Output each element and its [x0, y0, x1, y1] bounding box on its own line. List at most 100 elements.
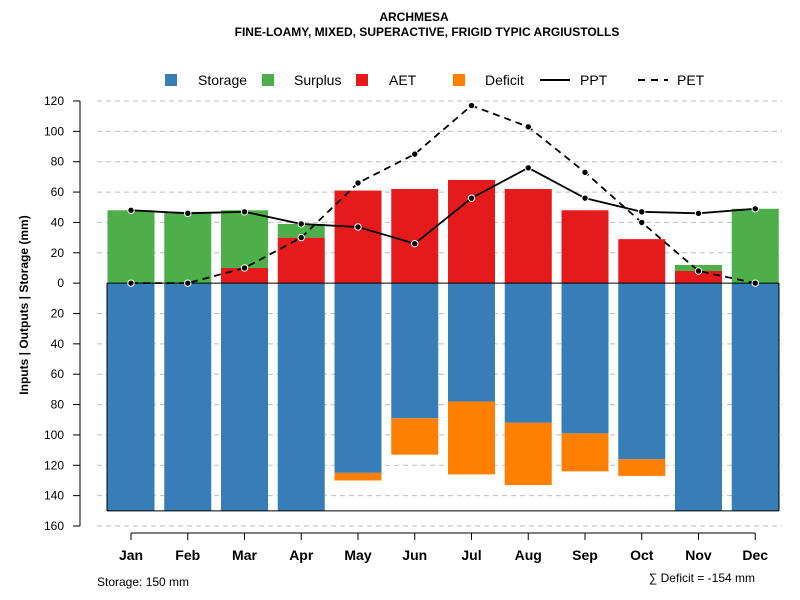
x-tick-label-apr: Apr	[289, 547, 314, 563]
surplus-bar-feb	[164, 211, 212, 284]
storage-bar-sep	[561, 283, 609, 434]
deficit-bar-jun	[391, 418, 439, 455]
storage-bar-may	[334, 283, 382, 473]
legend-label-deficit: Deficit	[485, 72, 524, 88]
deficit-bar-sep	[561, 433, 609, 472]
legend-swatch-aet	[356, 74, 368, 86]
ppt-point-jul	[467, 194, 476, 202]
storage-bar-jan	[107, 283, 155, 511]
legend-swatch-surplus	[262, 74, 274, 86]
y-tick-label: 100	[44, 124, 64, 138]
y-tick-label: 60	[51, 185, 65, 199]
ppt-point-jan	[127, 206, 135, 214]
deficit-bar-jul	[448, 401, 495, 475]
aet-bar-apr	[277, 237, 325, 284]
x-tick-label-may: May	[344, 547, 371, 563]
surplus-bar-jan	[107, 210, 155, 284]
aet-bar-sep	[561, 210, 609, 284]
x-tick-label-jan: Jan	[119, 547, 143, 563]
storage-bar-oct	[618, 283, 666, 460]
pet-point-jun	[411, 150, 419, 158]
chart-subtitle: FINE-LOAMY, MIXED, SUPERACTIVE, FRIGID T…	[235, 25, 620, 39]
x-tick-label-dec: Dec	[742, 547, 768, 563]
storage-bar-jun	[391, 283, 439, 419]
y-tick-label: 100	[44, 428, 64, 442]
y-tick-label: 140	[44, 489, 64, 503]
ppt-point-dec	[751, 205, 759, 213]
legend-item-deficit: Deficit	[453, 72, 524, 88]
x-tick-label-jun: Jun	[402, 547, 427, 563]
y-tick-label: 0	[57, 276, 64, 290]
storage-bar-jul	[448, 283, 495, 402]
ppt-point-mar	[240, 208, 249, 216]
y-axis-label: Inputs | Outputs | Storage (mm)	[17, 215, 31, 394]
pet-point-may	[354, 179, 362, 187]
pet-point-jul	[467, 101, 476, 110]
y-tick-label: 80	[51, 155, 65, 169]
pet-point-jan	[127, 279, 135, 287]
ppt-point-may	[354, 223, 362, 231]
legend-label-pet: PET	[677, 72, 705, 88]
ppt-point-apr	[297, 220, 305, 228]
pet-line	[131, 104, 756, 285]
deficit-bar-aug	[504, 422, 552, 486]
x-tick-label-jul: Jul	[461, 547, 481, 563]
ppt-point-oct	[638, 208, 646, 216]
aet-bar-may	[334, 190, 382, 284]
aet-bar-nov	[675, 271, 722, 284]
x-tick-label-feb: Feb	[175, 547, 200, 563]
legend-label-aet: AET	[389, 72, 417, 88]
legend: Storage Surplus AET Deficit PPT PET	[165, 72, 705, 88]
legend-item-surplus: Surplus	[262, 72, 341, 88]
bars	[107, 179, 779, 511]
legend-item-pet: PET	[638, 72, 705, 88]
ppt-point-feb	[184, 209, 192, 218]
ppt-point-nov	[694, 209, 703, 218]
storage-bar-dec	[731, 283, 779, 511]
pet-point-dec	[751, 279, 759, 287]
legend-swatch-deficit	[453, 74, 465, 86]
pet-point-oct	[638, 218, 646, 227]
aet-bar-jun	[391, 189, 439, 284]
x-tick-label-oct: Oct	[630, 547, 654, 563]
y-axis: 120 100 80 60 40 20 0 20 40 60 80 100 120 140 160	[44, 94, 81, 533]
legend-item-storage: Storage	[165, 72, 247, 88]
plot-frame	[106, 282, 780, 512]
legend-item-aet: AET	[356, 72, 417, 88]
y-tick-label: 40	[51, 337, 65, 351]
x-tick-label-nov: Nov	[685, 547, 712, 563]
ppt-point-sep	[581, 194, 589, 202]
legend-label-surplus: Surplus	[294, 72, 341, 88]
storage-bar-mar	[221, 283, 268, 511]
pet-point-apr	[297, 233, 305, 242]
storage-bar-aug	[504, 283, 552, 423]
pet-point-feb	[184, 279, 192, 287]
x-tick-label-sep: Sep	[572, 547, 598, 563]
legend-swatch-storage	[165, 74, 177, 86]
legend-label-storage: Storage	[198, 72, 247, 88]
deficit-bar-oct	[618, 459, 666, 476]
ppt-point-aug	[524, 164, 532, 172]
pet-point-mar	[240, 264, 249, 272]
deficit-bar-may	[334, 472, 382, 481]
legend-label-ppt: PPT	[580, 72, 608, 88]
y-tick-label: 120	[44, 94, 64, 108]
storage-footnote: Storage: 150 mm	[97, 575, 189, 589]
y-tick-label: 60	[51, 367, 65, 381]
ppt-point-jun	[411, 239, 419, 248]
legend-item-ppt: PPT	[540, 72, 608, 88]
y-tick-label: 40	[51, 215, 65, 229]
y-tick-label: 120	[44, 458, 64, 472]
lines	[127, 101, 759, 287]
x-tick-label-aug: Aug	[515, 547, 542, 563]
aet-bar-oct	[618, 239, 666, 284]
ppt-line	[130, 166, 756, 245]
chart-title: ARCHMESA	[379, 10, 449, 24]
grid	[97, 100, 782, 527]
aet-bar-mar	[221, 267, 268, 284]
pet-point-aug	[524, 123, 532, 131]
y-tick-label: 80	[51, 398, 65, 412]
aet-bar-aug	[504, 189, 552, 284]
